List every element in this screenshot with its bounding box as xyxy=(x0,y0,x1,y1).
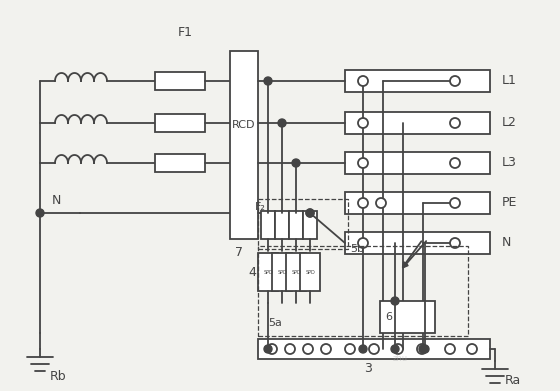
Circle shape xyxy=(450,158,460,168)
Text: 5a: 5a xyxy=(268,318,282,328)
Bar xyxy=(258,246,468,336)
Text: Rb: Rb xyxy=(50,371,67,384)
Bar xyxy=(345,70,490,92)
Text: L3: L3 xyxy=(502,156,517,170)
Circle shape xyxy=(264,77,272,85)
Bar xyxy=(258,339,490,359)
Text: SPD: SPD xyxy=(263,269,273,274)
Circle shape xyxy=(445,344,455,354)
Circle shape xyxy=(345,344,355,354)
Bar xyxy=(155,154,205,172)
Circle shape xyxy=(391,297,399,305)
Circle shape xyxy=(358,118,368,128)
Bar xyxy=(289,211,303,239)
Circle shape xyxy=(285,344,295,354)
Text: 5b: 5b xyxy=(350,244,364,254)
Text: L2: L2 xyxy=(502,117,517,129)
Text: 7: 7 xyxy=(235,246,243,260)
Circle shape xyxy=(359,345,367,353)
Bar xyxy=(261,211,275,239)
Text: PE: PE xyxy=(502,197,517,210)
Circle shape xyxy=(264,345,272,353)
Circle shape xyxy=(358,158,368,168)
Bar xyxy=(300,253,320,291)
Circle shape xyxy=(303,344,313,354)
Circle shape xyxy=(421,345,429,353)
Circle shape xyxy=(306,209,314,217)
Circle shape xyxy=(306,209,314,217)
Bar xyxy=(345,192,490,214)
Text: zhu: zhu xyxy=(393,354,408,363)
Bar xyxy=(345,112,490,134)
Circle shape xyxy=(376,198,386,208)
Text: SPD: SPD xyxy=(291,269,301,274)
Bar xyxy=(272,253,292,291)
Circle shape xyxy=(450,198,460,208)
Circle shape xyxy=(450,118,460,128)
Circle shape xyxy=(278,119,286,127)
Text: 3: 3 xyxy=(364,362,372,375)
Text: SPD: SPD xyxy=(277,269,287,274)
Circle shape xyxy=(358,76,368,86)
Circle shape xyxy=(267,344,277,354)
Text: N: N xyxy=(52,194,62,208)
Bar xyxy=(286,253,306,291)
Bar xyxy=(345,152,490,174)
Text: N: N xyxy=(502,237,511,249)
Circle shape xyxy=(391,345,399,353)
Text: RCD: RCD xyxy=(232,120,255,130)
Bar xyxy=(258,199,348,249)
Circle shape xyxy=(358,238,368,248)
Text: Ra: Ra xyxy=(505,375,521,387)
Circle shape xyxy=(417,344,427,354)
Circle shape xyxy=(321,344,331,354)
Circle shape xyxy=(36,209,44,217)
Text: SPD: SPD xyxy=(305,269,315,274)
Bar xyxy=(155,114,205,132)
Bar xyxy=(258,253,278,291)
Circle shape xyxy=(450,238,460,248)
Bar xyxy=(303,211,317,239)
Circle shape xyxy=(292,159,300,167)
Circle shape xyxy=(369,344,379,354)
Circle shape xyxy=(358,198,368,208)
Text: 4: 4 xyxy=(248,267,256,280)
Circle shape xyxy=(467,344,477,354)
Circle shape xyxy=(393,344,403,354)
Text: F₂: F₂ xyxy=(255,202,266,212)
Circle shape xyxy=(419,345,427,353)
Circle shape xyxy=(450,76,460,86)
Bar xyxy=(345,232,490,254)
Bar xyxy=(275,211,289,239)
Bar xyxy=(155,72,205,90)
Text: F1: F1 xyxy=(178,27,193,39)
Bar xyxy=(380,301,435,333)
Text: 6: 6 xyxy=(385,312,392,322)
Text: L1: L1 xyxy=(502,75,517,88)
Bar xyxy=(230,51,258,239)
